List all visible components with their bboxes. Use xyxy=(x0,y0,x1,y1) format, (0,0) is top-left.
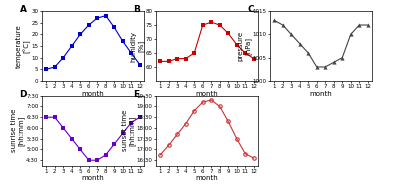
Text: D: D xyxy=(20,90,27,99)
Text: B: B xyxy=(134,6,140,15)
Text: A: A xyxy=(20,6,26,15)
X-axis label: month: month xyxy=(310,91,332,97)
X-axis label: month: month xyxy=(196,91,218,97)
Text: E: E xyxy=(134,90,140,99)
X-axis label: month: month xyxy=(82,176,104,181)
Y-axis label: temperature
[°C]: temperature [°C] xyxy=(16,24,30,68)
X-axis label: month: month xyxy=(82,91,104,97)
Y-axis label: humidity
[%]: humidity [%] xyxy=(130,31,144,61)
Y-axis label: pressure
[hPa]: pressure [hPa] xyxy=(237,31,251,61)
Y-axis label: sunrise time
[hh:mm]: sunrise time [hh:mm] xyxy=(11,109,25,152)
Text: C: C xyxy=(248,6,254,15)
X-axis label: month: month xyxy=(196,176,218,181)
Y-axis label: sunset time
[hh:mm]: sunset time [hh:mm] xyxy=(122,110,135,151)
